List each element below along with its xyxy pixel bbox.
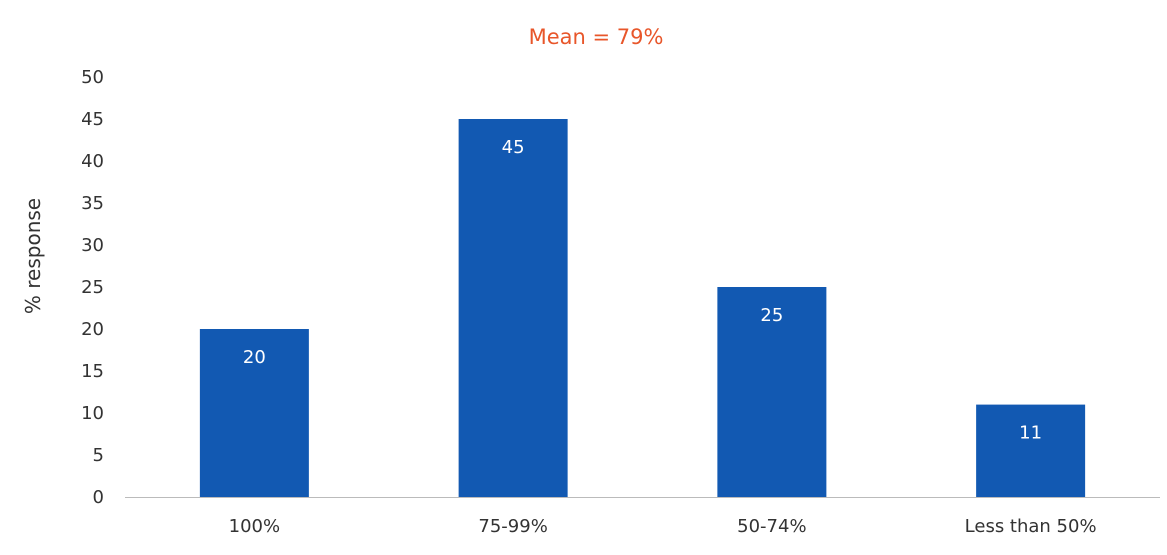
x-tick-label: 50-74% — [737, 516, 806, 537]
bar-data-label: 45 — [502, 137, 525, 158]
y-tick-label: 25 — [81, 277, 104, 298]
x-axis-ticks: 100% 75-99% 50-74% Less than 50% — [229, 516, 1097, 537]
bar — [976, 404, 1086, 497]
y-tick-label: 30 — [81, 235, 104, 256]
y-tick-label: 10 — [81, 403, 104, 424]
y-tick-label: 0 — [93, 487, 104, 508]
y-tick-label: 20 — [81, 319, 104, 340]
y-axis-label: % response — [21, 198, 45, 314]
data-labels: 20 45 25 11 — [243, 137, 1042, 444]
y-tick-label: 40 — [81, 151, 104, 172]
y-tick-label: 15 — [81, 361, 104, 382]
y-axis-ticks: 0 5 10 15 20 25 30 35 40 45 50 — [81, 67, 104, 508]
x-tick-label: Less than 50% — [965, 516, 1097, 537]
y-tick-label: 5 — [93, 445, 104, 466]
chart-title: Mean = 79% — [529, 25, 664, 49]
y-tick-label: 50 — [81, 67, 104, 88]
bar-data-label: 25 — [760, 305, 783, 326]
bar-data-label: 20 — [243, 347, 266, 368]
y-tick-label: 45 — [81, 109, 104, 130]
bar-data-label: 11 — [1019, 423, 1042, 444]
bar — [199, 329, 309, 497]
bars — [199, 119, 1086, 497]
x-tick-label: 75-99% — [478, 516, 547, 537]
y-tick-label: 35 — [81, 193, 104, 214]
x-tick-label: 100% — [229, 516, 280, 537]
bar — [717, 287, 827, 497]
bar — [458, 119, 568, 497]
